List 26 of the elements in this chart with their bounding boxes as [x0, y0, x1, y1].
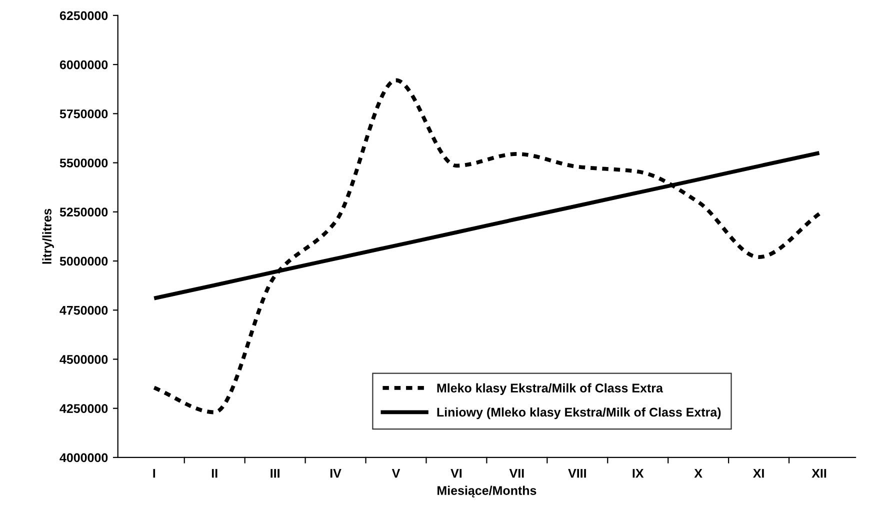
x-tick-label: II [212, 469, 218, 478]
x-tick-label: VI [450, 469, 462, 478]
x-axis-title: Miesiące/Months [438, 486, 536, 498]
legend-label: Liniowy (Mleko klasy Ekstra/Milk of Class Extra) [437, 407, 721, 420]
x-tick-label: IV [330, 469, 342, 478]
legend-label: Mleko klasy Ekstra/Milk of Class Extra [437, 383, 664, 395]
x-tick-label: X [694, 469, 702, 478]
y-tick-label: 5000000 [60, 256, 108, 266]
y-tick-label: 4000000 [60, 453, 108, 462]
y-tick-label: 4750000 [60, 306, 108, 315]
y-tick-label: 5750000 [60, 109, 108, 118]
x-tick-label: III [270, 469, 280, 478]
y-tick-label: 6250000 [60, 11, 108, 20]
x-tick-label: XII [812, 469, 826, 478]
y-tick-label: 4500000 [60, 355, 108, 364]
x-tick-label: V [392, 469, 400, 478]
x-tick-label: VIII [568, 469, 586, 478]
x-tick-label: I [153, 469, 156, 478]
y-tick-label: 6000000 [60, 60, 108, 70]
y-tick-label: 5250000 [60, 208, 108, 217]
y-tick-label: 4250000 [60, 404, 108, 413]
y-axis-title: litry/litres [42, 208, 54, 264]
x-tick-label: IX [632, 469, 644, 478]
y-tick-label: 5500000 [60, 158, 108, 168]
x-tick-label: XI [753, 469, 764, 478]
x-tick-label: VII [509, 469, 524, 478]
